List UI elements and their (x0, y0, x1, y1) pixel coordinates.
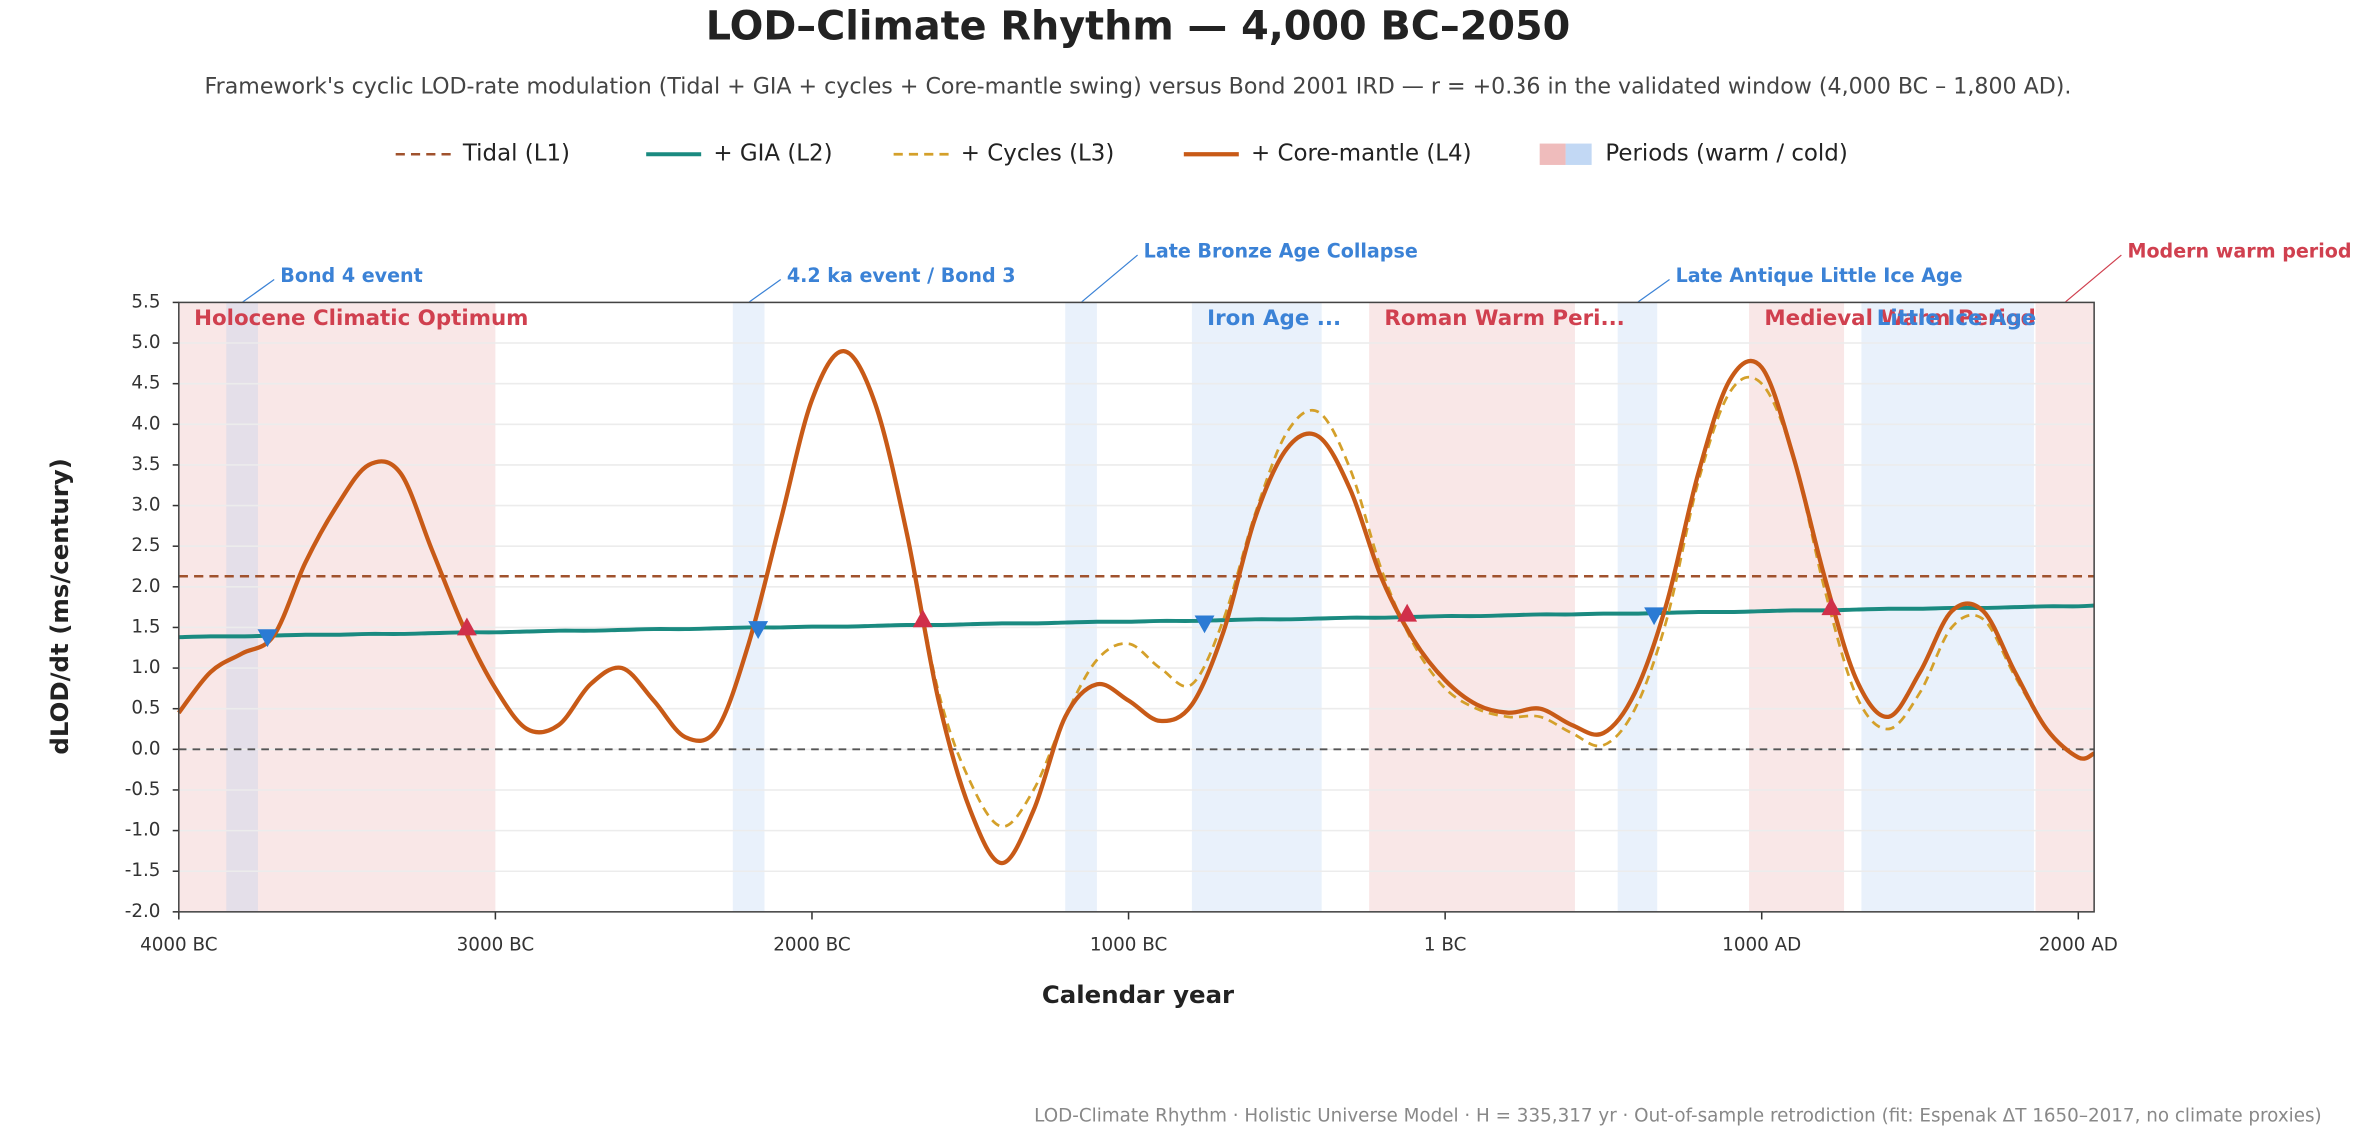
period-label: Late Bronze Age Collapse (1144, 240, 1418, 263)
period-leader (1637, 279, 1670, 303)
y-tick-label: -1.0 (125, 820, 161, 841)
x-axis-label: Calendar year (1042, 980, 1234, 1009)
event-marker (912, 609, 933, 628)
y-tick-label: 2.0 (131, 576, 160, 597)
y-axis-label: dLOD/dt (ms/century) (45, 458, 74, 754)
event-marker (1644, 607, 1665, 626)
y-tick-label: 0.0 (131, 738, 160, 759)
event-marker (1397, 603, 1418, 622)
y-tick-label: 5.0 (131, 332, 160, 353)
chart-title: LOD–Climate Rhythm — 4,000 BC–2050 (706, 4, 1571, 50)
period-label: Medieval Warm Period (1764, 306, 2036, 331)
legend-swatch (1565, 143, 1592, 165)
period-leader (748, 279, 782, 303)
event-marker (1194, 615, 1215, 634)
y-tick-label: 0.5 (131, 698, 160, 719)
event-marker (257, 629, 278, 648)
x-tick-label: 2000 BC (773, 934, 850, 955)
event-marker (1821, 597, 1842, 616)
legend-label: Periods (warm / cold) (1605, 141, 1847, 167)
legend-label: + Cycles (L3) (961, 141, 1114, 167)
period-label: Modern warm period (2127, 240, 2351, 263)
period-band (1065, 302, 1097, 912)
period-band (178, 302, 496, 912)
y-tick-label: 4.0 (131, 413, 160, 434)
period-band (1617, 302, 1658, 912)
period-label: Holocene Climatic Optimum (194, 306, 528, 331)
legend-swatch (1539, 143, 1566, 165)
x-tick-label: 1000 BC (1090, 934, 1167, 955)
legend-label: + GIA (L2) (713, 141, 832, 167)
period-leader (2064, 254, 2122, 303)
period-label: Iron Age ... (1207, 306, 1341, 331)
y-tick-label: 2.5 (131, 535, 160, 556)
chart-subtitle: Framework's cyclic LOD-rate modulation (… (205, 74, 2072, 100)
x-tick-label: 4000 BC (140, 934, 217, 955)
y-tick-label: 1.0 (131, 657, 160, 678)
period-leader (241, 279, 275, 303)
plot-frame (178, 301, 2095, 913)
legend-label: Tidal (L1) (462, 141, 570, 167)
x-tick-label: 3000 BC (457, 934, 534, 955)
period-label: Roman Warm Peri... (1384, 306, 1624, 331)
y-tick-label: 3.0 (131, 495, 160, 516)
x-tick-label: 1 BC (1424, 934, 1467, 955)
y-tick-label: 3.5 (131, 454, 160, 475)
period-label: 4.2 ka event / Bond 3 (787, 264, 1016, 287)
footer-note: LOD-Climate Rhythm · Holistic Universe M… (1034, 1106, 2322, 1127)
y-tick-label: 4.5 (131, 373, 160, 394)
legend-label: + Core-mantle (L4) (1251, 141, 1472, 167)
series-line (178, 603, 2095, 640)
period-band (1191, 302, 1322, 912)
period-leader (1080, 254, 1138, 303)
y-tick-label: -2.0 (125, 901, 161, 922)
x-tick-label: 1000 AD (1722, 934, 1801, 955)
y-tick-label: -0.5 (125, 779, 161, 800)
period-label: Little Ice Age (1877, 306, 2037, 331)
y-tick-label: 5.5 (131, 291, 160, 312)
y-tick-label: -1.5 (125, 860, 161, 881)
event-marker (748, 621, 769, 639)
period-band (1369, 302, 1575, 912)
y-tick-label: 1.5 (131, 616, 160, 637)
period-label: Bond 4 event (280, 264, 422, 287)
event-marker (456, 617, 477, 636)
period-label: Late Antique Little Ice Age (1676, 264, 1963, 287)
series-line (177, 349, 2096, 866)
period-band (226, 302, 258, 912)
x-tick-label: 2000 AD (2039, 934, 2118, 955)
